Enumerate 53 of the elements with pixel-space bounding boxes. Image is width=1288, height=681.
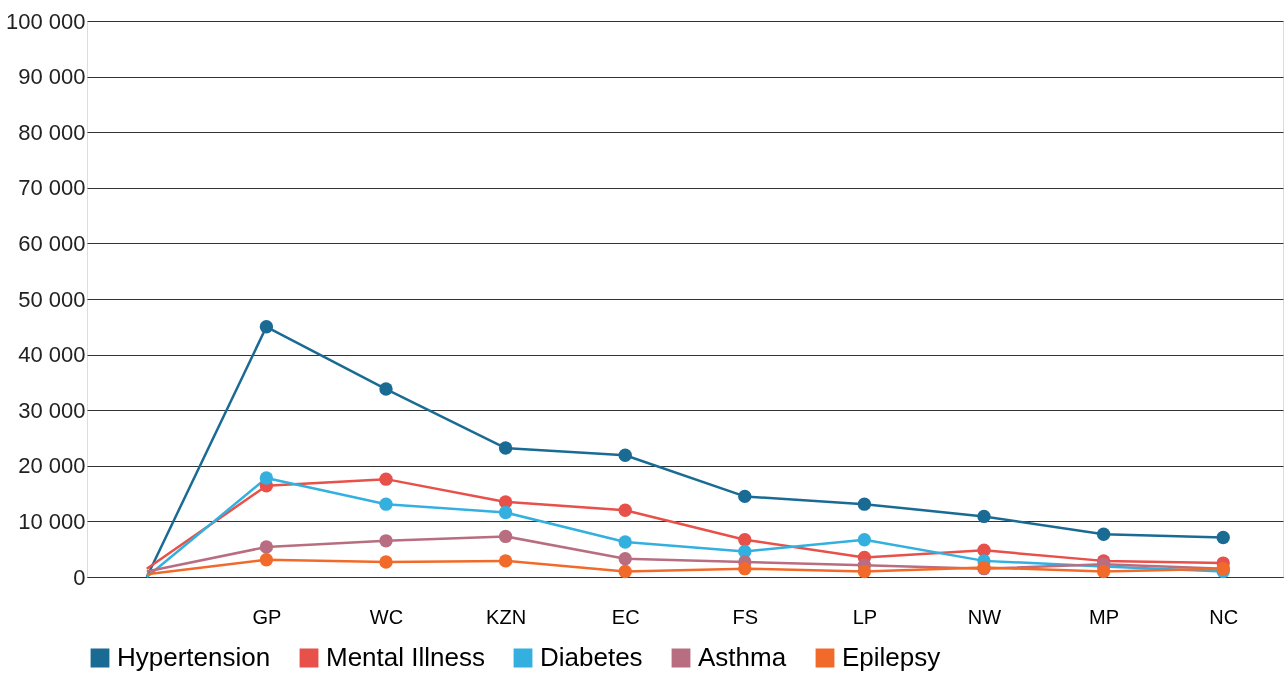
point — [738, 489, 752, 504]
point — [259, 471, 274, 485]
point — [1096, 527, 1111, 541]
y-tick-label: 50 000 — [18, 286, 86, 312]
point — [379, 555, 393, 569]
legend-label: Hypertension — [117, 642, 271, 672]
x-tick-label: LP — [852, 605, 878, 628]
x-tick-label: NW — [967, 605, 1002, 628]
x-tick-label: WC — [369, 605, 404, 628]
point — [1096, 564, 1111, 579]
point — [498, 441, 513, 455]
legend-label: Diabetes — [540, 642, 643, 672]
point — [618, 564, 632, 579]
point — [618, 551, 632, 566]
point — [379, 472, 393, 486]
point — [977, 509, 991, 524]
point — [259, 320, 274, 334]
point — [259, 540, 274, 554]
y-tick-label: 100 000 — [5, 8, 86, 34]
point — [857, 533, 872, 547]
y-tick-label: 20 000 — [18, 453, 86, 479]
point — [498, 505, 513, 520]
legend-label: Asthma — [698, 642, 787, 672]
point — [379, 382, 393, 396]
y-tick-label: 40 000 — [18, 342, 86, 368]
point — [379, 497, 393, 511]
y-tick-label: 0 — [73, 564, 86, 590]
point — [259, 553, 274, 567]
legend-label: Epilepsy — [842, 642, 941, 672]
x-tick-label: EC — [611, 605, 640, 628]
x-tick-label: MP — [1089, 605, 1120, 628]
legend-label: Mental Illness — [326, 642, 485, 672]
point — [857, 564, 872, 579]
y-tick-label: 90 000 — [18, 64, 86, 90]
point — [618, 535, 632, 549]
point — [738, 533, 752, 547]
x-tick-label: GP — [252, 605, 282, 628]
y-tick-label: 60 000 — [18, 230, 86, 256]
x-tick-label: FS — [732, 605, 759, 628]
point — [498, 554, 513, 568]
point — [618, 448, 632, 462]
point — [857, 497, 872, 511]
point — [379, 534, 393, 548]
point — [498, 529, 513, 544]
x-tick-label: KZN — [486, 605, 527, 628]
point — [738, 561, 752, 576]
y-tick-label: 30 000 — [18, 397, 86, 423]
y-tick-label: 80 000 — [18, 119, 86, 145]
y-tick-label: 70 000 — [18, 175, 86, 201]
x-tick-label: NC — [1209, 605, 1239, 628]
point — [618, 503, 632, 517]
point — [1216, 530, 1230, 545]
y-tick-label: 10 000 — [18, 508, 86, 534]
